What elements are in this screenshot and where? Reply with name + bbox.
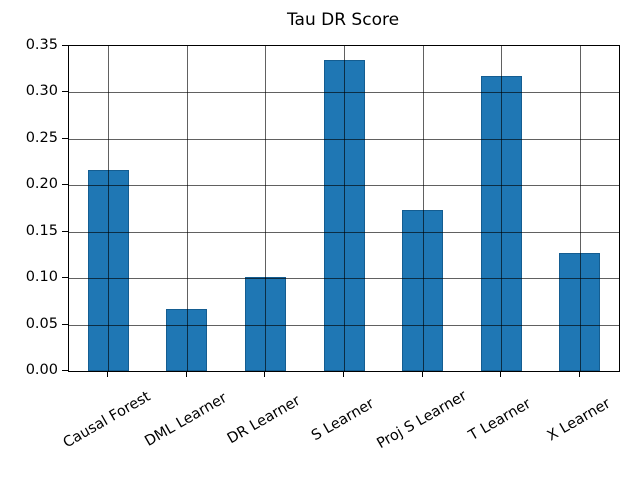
x-axis-tick: [107, 371, 109, 377]
y-axis-tick: [62, 277, 68, 279]
x-axis-tick: [343, 371, 344, 377]
chart-title: Tau DR Score: [286, 10, 400, 30]
x-tick-label: DR Learner: [225, 392, 304, 448]
gridline-vertical: [579, 46, 581, 371]
gridline-horizontal: [69, 278, 619, 280]
x-axis-tick: [500, 371, 502, 377]
gridline-vertical: [265, 46, 267, 371]
gridline-horizontal: [69, 138, 619, 140]
y-tick-label: 0.35: [25, 37, 58, 53]
x-tick-label: X Learner: [544, 395, 613, 445]
x-axis-tick: [185, 371, 187, 377]
y-tick-label: 0.20: [25, 176, 58, 193]
x-tick-label: Proj S Learner: [373, 387, 470, 453]
x-axis-tick: [421, 371, 423, 377]
x-tick-label: Causal Forest: [60, 388, 154, 452]
x-tick-label: DML Learner: [142, 390, 230, 450]
gridline-vertical: [108, 46, 110, 371]
gridline-vertical: [186, 46, 188, 371]
gridline-horizontal: [69, 92, 619, 94]
gridline-vertical: [501, 46, 503, 371]
x-tick-label: T Learner: [466, 395, 534, 445]
y-axis-tick: [62, 323, 68, 325]
y-axis-tick: [62, 91, 68, 93]
gridline-vertical: [344, 46, 345, 371]
y-axis-tick: [62, 370, 68, 371]
y-tick-label: 0.05: [25, 315, 58, 332]
gridline-horizontal: [69, 324, 619, 326]
y-tick-label: 0.30: [25, 83, 58, 100]
y-tick-label: 0.25: [25, 129, 58, 146]
y-tick-label: 0.15: [25, 222, 58, 239]
y-axis-tick: [62, 184, 68, 186]
gridline-horizontal: [69, 231, 619, 233]
y-axis-tick: [62, 137, 68, 139]
y-axis-tick: [62, 230, 68, 232]
gridline-horizontal: [69, 185, 619, 187]
y-tick-label: 0.00: [25, 362, 58, 378]
x-tick-label: S Learner: [309, 395, 377, 445]
x-axis-tick: [264, 371, 266, 377]
y-axis-tick: [62, 45, 68, 46]
y-tick-label: 0.10: [25, 269, 58, 286]
plot-area: [68, 45, 620, 372]
gridline-vertical: [422, 46, 424, 371]
x-axis-tick: [578, 371, 580, 377]
